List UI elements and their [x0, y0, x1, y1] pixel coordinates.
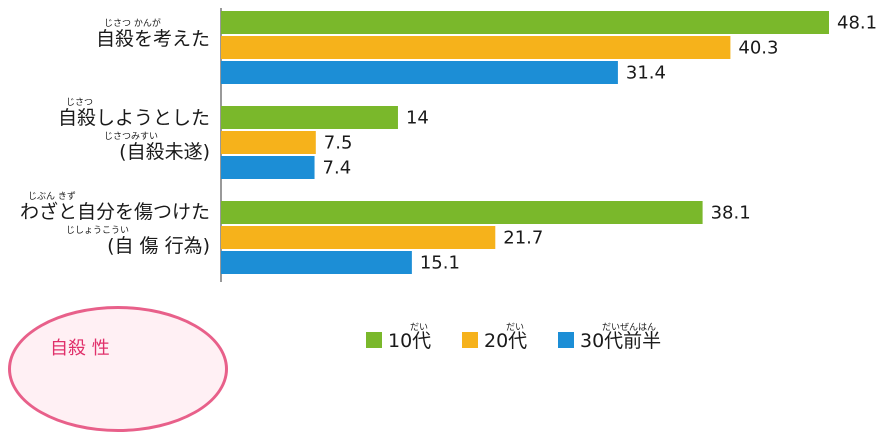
value-label-1-3: 38.1 [711, 203, 751, 224]
category-label-3-2: (自 傷 行為) [107, 235, 210, 257]
category-ruby-3-1: じぶん きず [28, 191, 76, 202]
category-label-3-1: わざと自分を傷つけた [20, 200, 210, 223]
bar-1-3 [221, 201, 703, 224]
value-label-1-2: 14 [406, 108, 429, 129]
bubble-text: 自殺 性 [50, 334, 110, 360]
bar-1-2 [221, 106, 398, 129]
bars: 48.1 14 38.1 40.3 7.5 21.7 31.4 7.4 15.1 [221, 11, 877, 274]
category-ruby-2-1: じさつ [66, 97, 93, 108]
bar-2-2 [221, 131, 316, 154]
legend-swatch-1 [366, 332, 382, 348]
legend-label-3: 30代前半 [580, 330, 661, 352]
value-label-2-3: 21.7 [503, 228, 543, 249]
category-ruby-2-2: じさつみすい [104, 131, 158, 142]
legend-swatch-3 [558, 332, 574, 348]
category-label-1-1: 自殺を考えた [96, 28, 210, 50]
bubble-text-part1: 自殺 [50, 338, 86, 359]
bar-3-1 [221, 61, 618, 84]
category-ruby-1-1: じさつ かんが [104, 17, 161, 29]
category-ruby-3-2: じしょうこうい [66, 225, 129, 236]
legend-label-1: 10代 [388, 330, 431, 352]
bar-1-1 [221, 11, 829, 34]
bar-3-3 [221, 251, 412, 274]
value-label-3-3: 15.1 [420, 253, 460, 274]
category-label-2-1: 自殺しようとした [58, 107, 210, 129]
legend-swatch-2 [462, 332, 478, 348]
legend-ruby-3: だいぜんはん [602, 322, 656, 333]
value-label-3-1: 31.4 [626, 63, 666, 84]
bar-3-2 [221, 156, 315, 179]
bar-2-1 [221, 36, 731, 59]
bubble-text-part2: 性 [91, 338, 110, 359]
value-label-2-2: 7.5 [324, 133, 353, 154]
category-label-2-2: (自殺未遂) [119, 141, 210, 163]
value-label-3-2: 7.4 [323, 158, 352, 179]
legend-ruby-1: だい [410, 322, 428, 333]
value-label-1-1: 48.1 [837, 13, 877, 34]
value-label-2-1: 40.3 [738, 38, 778, 59]
legend-ruby-2: だい [506, 322, 524, 333]
legend-label-2: 20代 [484, 330, 527, 352]
speech-bubble [8, 306, 228, 432]
bar-2-3 [221, 226, 496, 249]
